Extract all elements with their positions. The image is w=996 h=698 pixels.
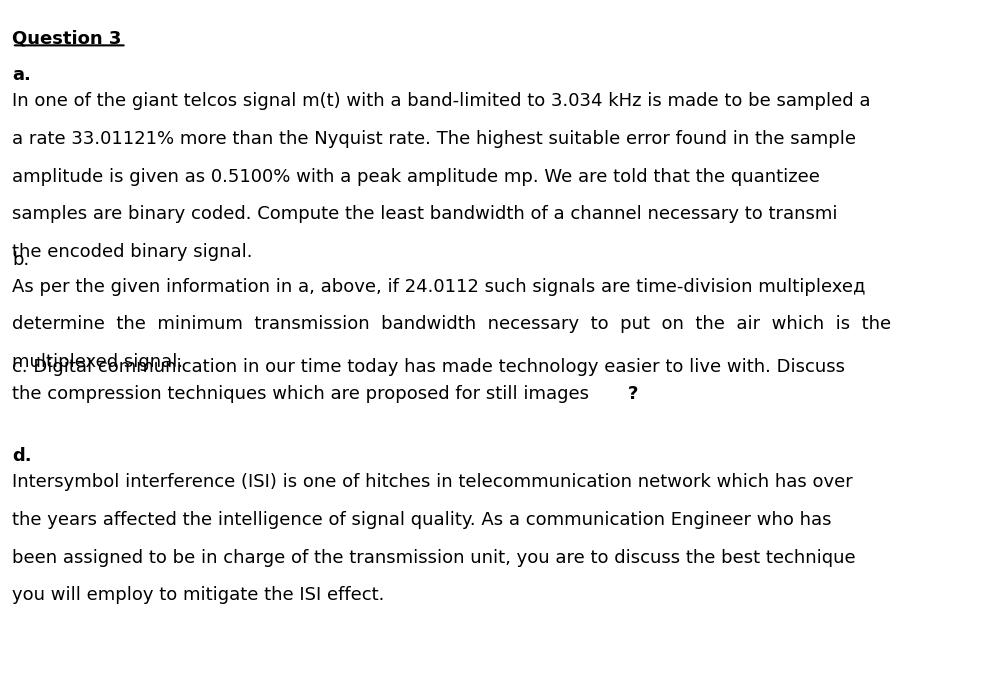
- Text: d.: d.: [12, 447, 32, 465]
- Text: amplitude is given as 0.5100% with a peak amplitude mp. We are told that the qua: amplitude is given as 0.5100% with a pea…: [12, 168, 820, 186]
- Text: the years affected the intelligence of signal quality. As a communication Engine: the years affected the intelligence of s…: [12, 511, 832, 529]
- Text: samples are binary coded. Compute the least bandwidth of a channel necessary to : samples are binary coded. Compute the le…: [12, 205, 838, 223]
- Text: In one of the giant telcos signal m(t) with a band-limited to 3.034 kHz is made : In one of the giant telcos signal m(t) w…: [12, 92, 871, 110]
- Text: a.: a.: [12, 66, 31, 84]
- Text: Question 3: Question 3: [12, 29, 122, 47]
- Text: the encoded binary signal.: the encoded binary signal.: [12, 243, 252, 261]
- Text: the compression techniques which are proposed for still images: the compression techniques which are pro…: [12, 385, 589, 403]
- Text: Intersymbol interference (ISI) is one of hitches in telecommunication network wh: Intersymbol interference (ISI) is one of…: [12, 473, 853, 491]
- Text: ?: ?: [627, 385, 637, 403]
- Text: been assigned to be in charge of the transmission unit, you are to discuss the b: been assigned to be in charge of the tra…: [12, 549, 856, 567]
- Text: c. Digital communication in our time today has made technology easier to live wi: c. Digital communication in our time tod…: [12, 358, 845, 376]
- Text: multiplexed signal.: multiplexed signal.: [12, 353, 183, 371]
- Text: As per the given information in a, above, if 24.0112 such signals are time-divis: As per the given information in a, above…: [12, 278, 866, 296]
- Text: you will employ to mitigate the ISI effect.: you will employ to mitigate the ISI effe…: [12, 586, 384, 604]
- Text: determine  the  minimum  transmission  bandwidth  necessary  to  put  on  the  a: determine the minimum transmission bandw…: [12, 315, 891, 334]
- Text: a rate 33.01121% more than the Nyquist rate. The highest suitable error found in: a rate 33.01121% more than the Nyquist r…: [12, 130, 856, 148]
- Text: b.: b.: [12, 251, 29, 269]
